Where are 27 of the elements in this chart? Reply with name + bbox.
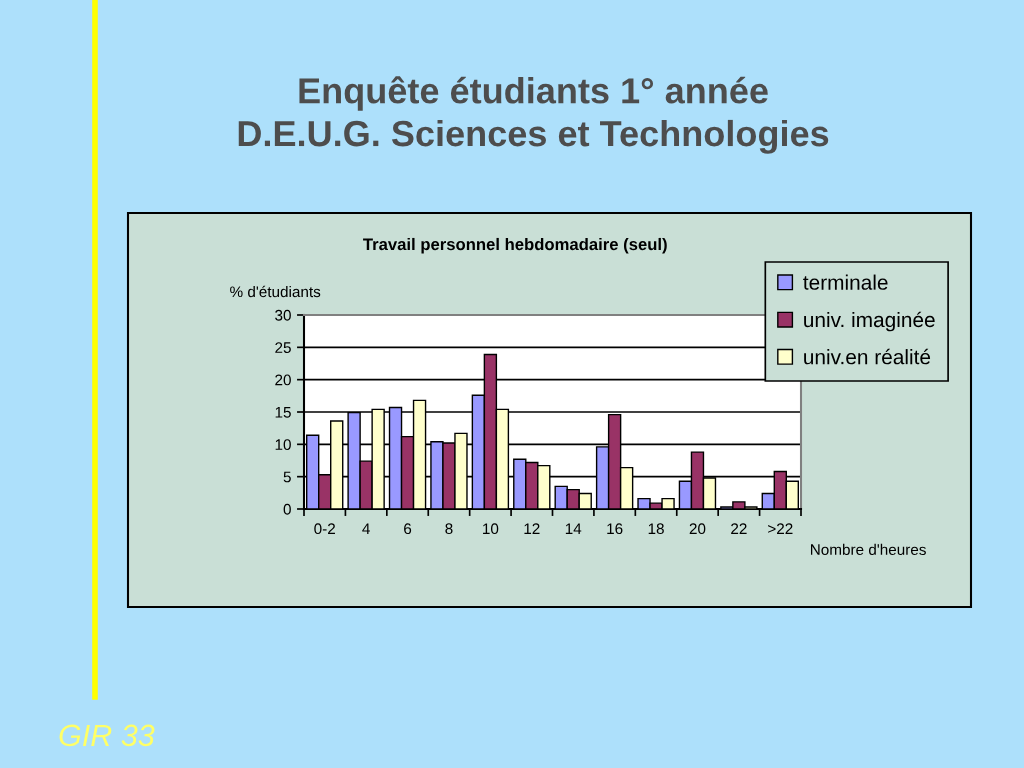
legend-label: univ.en réalité <box>804 348 931 365</box>
y-tick-label: 5 <box>283 471 291 483</box>
legend-label: terminale <box>803 274 888 290</box>
x-tick-label: 12 <box>524 523 540 534</box>
y-tick-label: 25 <box>275 342 291 354</box>
x-tick-label: 10 <box>483 523 499 535</box>
x-tick-label: >22 <box>768 523 793 534</box>
y-axis-title: % d'étudiants <box>230 285 321 298</box>
legend-label: univ. imaginée <box>804 311 935 332</box>
x-tick-label: 4 <box>362 523 370 534</box>
x-tick-label: 8 <box>445 523 453 535</box>
x-tick-label: 14 <box>565 523 582 534</box>
x-tick-label: 18 <box>648 523 664 535</box>
x-tick-label: 0-2 <box>314 523 335 535</box>
y-tick-label: 15 <box>275 407 291 418</box>
x-tick-label: 20 <box>689 523 706 535</box>
x-tick-label: 22 <box>731 523 747 534</box>
y-tick-label: 10 <box>275 439 291 451</box>
y-tick-label: 20 <box>275 374 291 386</box>
x-tick-label: 6 <box>404 523 412 535</box>
chart-subtitle: Travail personnel hebdomadaire (seul) <box>363 237 667 254</box>
text: GIR 33 <box>59 724 155 747</box>
x-tick-label: 16 <box>607 523 623 535</box>
x-axis-title: Nombre d'heures <box>811 543 926 556</box>
chart-title: Enquête étudiants 1° année D.E.U.G. Sciences et Technologies <box>238 76 829 154</box>
y-tick-label: 30 <box>275 309 291 321</box>
y-tick-label: 0 <box>283 503 291 515</box>
